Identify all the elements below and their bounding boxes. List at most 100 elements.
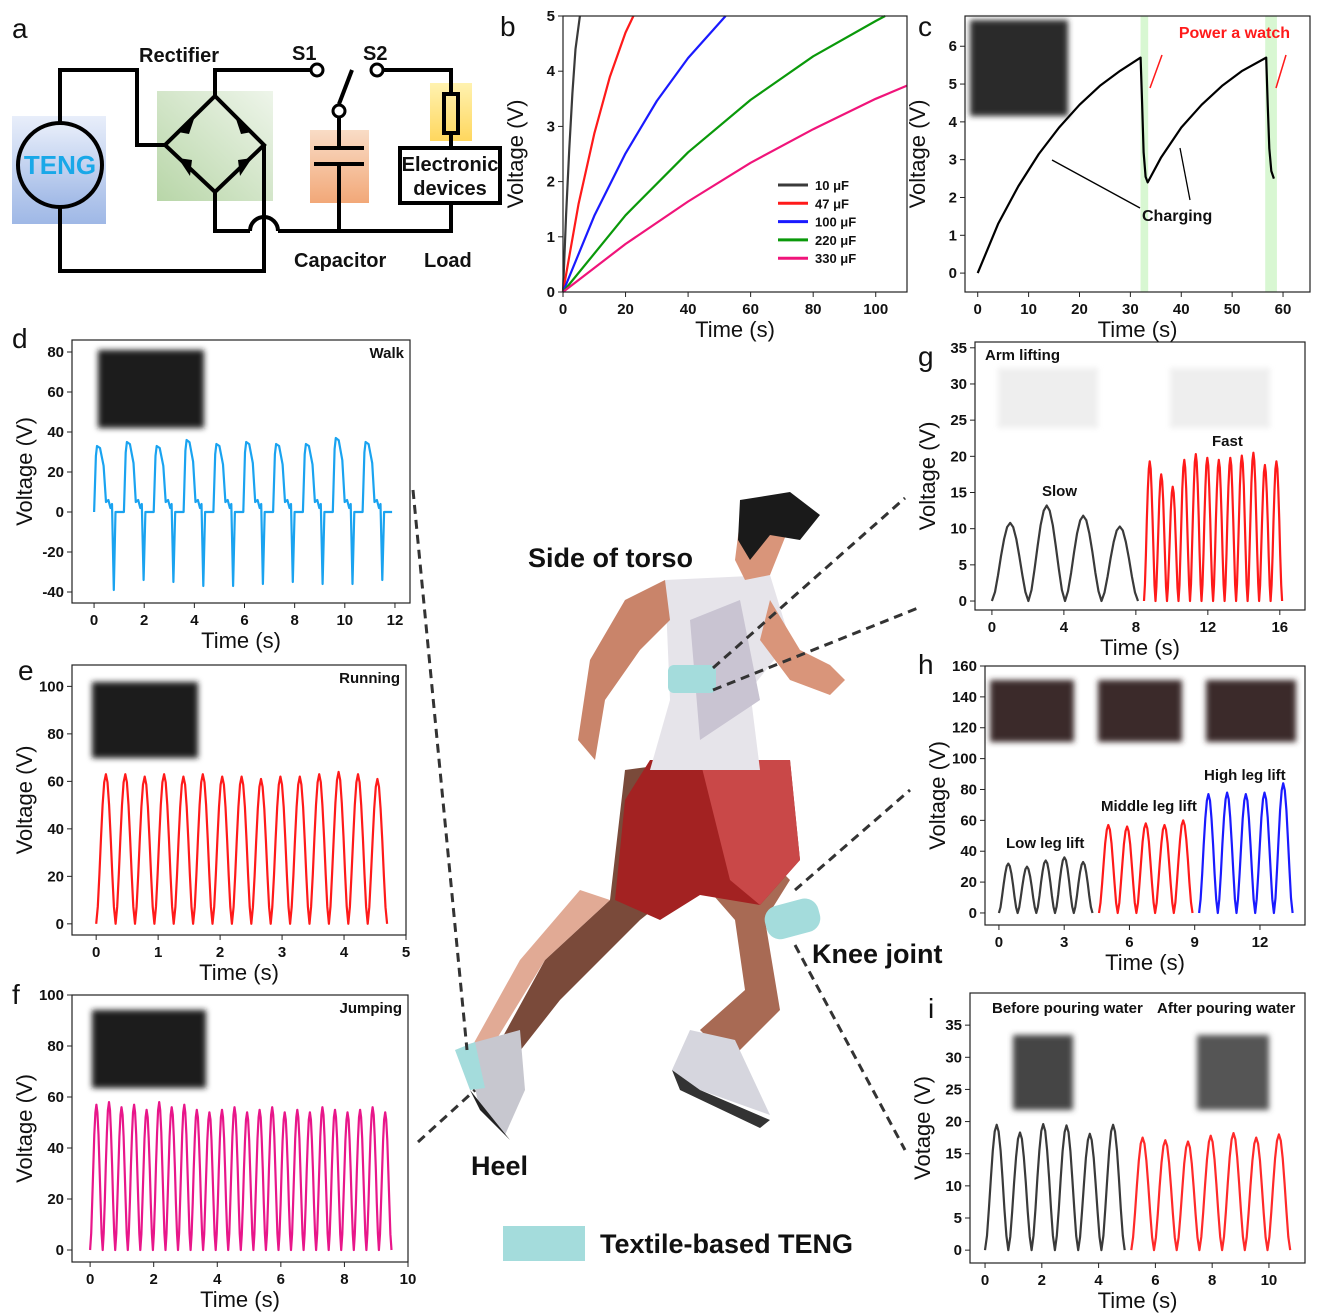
knee-teng-patch bbox=[764, 898, 821, 940]
legend-label: 100 μF bbox=[815, 215, 856, 230]
legend-label: 10 μF bbox=[815, 178, 849, 193]
x-tick-label: 8 bbox=[1132, 619, 1140, 636]
y-tick-label: 30 bbox=[945, 1049, 962, 1066]
x-tick-label: 4 bbox=[1060, 619, 1069, 636]
y-tick-label: 15 bbox=[950, 484, 967, 501]
plot-frame bbox=[964, 15, 1311, 293]
series-line-0 bbox=[997, 856, 1094, 915]
x-tick-label: 4 bbox=[1094, 1272, 1103, 1289]
y-tick-label: 0 bbox=[969, 905, 977, 922]
y-tick-label: 5 bbox=[949, 76, 957, 93]
y-tick-label: 20 bbox=[47, 868, 64, 885]
rectifier-background bbox=[157, 91, 273, 201]
x-axis-title: Time (s) bbox=[1100, 635, 1180, 660]
legend-label: 47 μF bbox=[815, 196, 849, 211]
torso-label: Side of torso bbox=[528, 543, 693, 573]
y-tick-label: 80 bbox=[47, 726, 64, 743]
x-tick-label: 4 bbox=[190, 612, 199, 629]
series-line-1 bbox=[1142, 451, 1284, 603]
x-tick-label: 4 bbox=[213, 1271, 222, 1288]
y-tick-label: 1 bbox=[949, 227, 957, 244]
y-tick-label: 80 bbox=[47, 1038, 64, 1055]
y-tick-label: 20 bbox=[47, 1191, 64, 1208]
panel-letter-c: c bbox=[918, 11, 932, 42]
y-tick-label: 0 bbox=[56, 1242, 64, 1259]
y-tick-label: 100 bbox=[952, 751, 977, 768]
inset-photo bbox=[92, 682, 198, 758]
inset-photo bbox=[1206, 680, 1296, 742]
series-line-3 bbox=[562, 15, 886, 293]
capacitor-label: Capacitor bbox=[294, 250, 386, 272]
panel-letter-h: h bbox=[918, 649, 934, 680]
red-arrow bbox=[1149, 54, 1163, 89]
y-tick-label: 40 bbox=[960, 843, 977, 860]
charging-arrow bbox=[1051, 159, 1141, 209]
inset-photo bbox=[1197, 1035, 1269, 1110]
y-tick-label: 5 bbox=[547, 8, 555, 25]
series-line-2 bbox=[1198, 782, 1294, 915]
device-label-1: Electronic bbox=[402, 154, 499, 176]
circuit-wires bbox=[16, 62, 502, 273]
x-tick-label: 0 bbox=[92, 944, 100, 961]
x-tick-label: 60 bbox=[1275, 301, 1292, 318]
chart-e: 0 1 2 3 4 5 0 20 40 60 80 100 Time (s) Voltage (V) Run… bbox=[12, 664, 410, 985]
x-tick-label: 12 bbox=[387, 612, 404, 629]
y-tick-label: 35 bbox=[950, 340, 967, 357]
chart-i: 0 2 4 6 8 10 0 5 10 15 20 25 30 35 Time (s) Votage (V) B… bbox=[910, 992, 1306, 1313]
annotation-slow: Slow bbox=[1042, 483, 1077, 500]
x-tick-label: 4 bbox=[340, 944, 349, 961]
plot-frame bbox=[984, 665, 1306, 926]
y-tick-label: 0 bbox=[959, 593, 967, 610]
x-axis-title: Time (s) bbox=[200, 1287, 280, 1312]
chart-d: 0 2 4 6 8 10 12 -40 -20 0 20 40 60 80 Time (s) Voltage … bbox=[12, 339, 411, 653]
y-tick-label: 0 bbox=[56, 916, 64, 933]
x-tick-label: 0 bbox=[995, 934, 1003, 951]
y-tick-label: 30 bbox=[950, 376, 967, 393]
x-tick-label: 10 bbox=[336, 612, 353, 629]
x-tick-label: 40 bbox=[1173, 301, 1190, 318]
y-tick-label: 40 bbox=[47, 821, 64, 838]
series-line-1 bbox=[1130, 1131, 1292, 1252]
x-tick-label: 20 bbox=[1071, 301, 1088, 318]
x-axis-title: Time (s) bbox=[695, 317, 775, 342]
y-tick-label: 3 bbox=[949, 152, 957, 169]
series-line-0 bbox=[89, 1100, 393, 1252]
series-line-0 bbox=[990, 504, 1140, 603]
x-axis-title: Time (s) bbox=[199, 960, 279, 985]
s1-label: S1 bbox=[292, 43, 316, 65]
y-tick-label: 4 bbox=[949, 114, 958, 131]
annotation-charging: Charging bbox=[1142, 208, 1212, 225]
y-tick-label: 60 bbox=[47, 1089, 64, 1106]
rectifier-label: Rectifier bbox=[139, 45, 219, 67]
x-tick-label: 10 bbox=[400, 1271, 417, 1288]
y-tick-label: 60 bbox=[47, 773, 64, 790]
y-tick-label: 2 bbox=[949, 189, 957, 206]
x-tick-label: 0 bbox=[988, 619, 996, 636]
y-tick-label: 160 bbox=[952, 658, 977, 675]
chart-title: Walk bbox=[370, 345, 405, 362]
y-tick-label: 40 bbox=[47, 1140, 64, 1157]
panel-letter-i: i bbox=[928, 993, 934, 1024]
chart-title: Running bbox=[339, 670, 400, 687]
series-line-0 bbox=[976, 56, 1275, 274]
plot-frame bbox=[974, 341, 1306, 611]
x-tick-label: 10 bbox=[1261, 1272, 1278, 1289]
y-tick-label: 10 bbox=[945, 1178, 962, 1195]
x-tick-label: 2 bbox=[150, 1271, 158, 1288]
y-tick-label: 1 bbox=[547, 229, 555, 246]
y-tick-label: 100 bbox=[39, 987, 64, 1004]
x-tick-label: 6 bbox=[1151, 1272, 1159, 1289]
plot-frame bbox=[969, 992, 1306, 1264]
x-tick-label: 0 bbox=[981, 1272, 989, 1289]
series-line-0 bbox=[983, 1122, 1126, 1252]
series-line-1 bbox=[561, 15, 635, 293]
y-axis-title: Votage (V) bbox=[910, 1076, 935, 1180]
panel-letter-d: d bbox=[12, 323, 28, 354]
legend-swatch bbox=[503, 1226, 585, 1261]
inset-photo bbox=[1170, 368, 1270, 428]
x-tick-label: 9 bbox=[1191, 934, 1199, 951]
x-tick-label: 2 bbox=[216, 944, 224, 961]
plot-frame bbox=[71, 994, 409, 1263]
heel-label: Heel bbox=[471, 1151, 528, 1181]
